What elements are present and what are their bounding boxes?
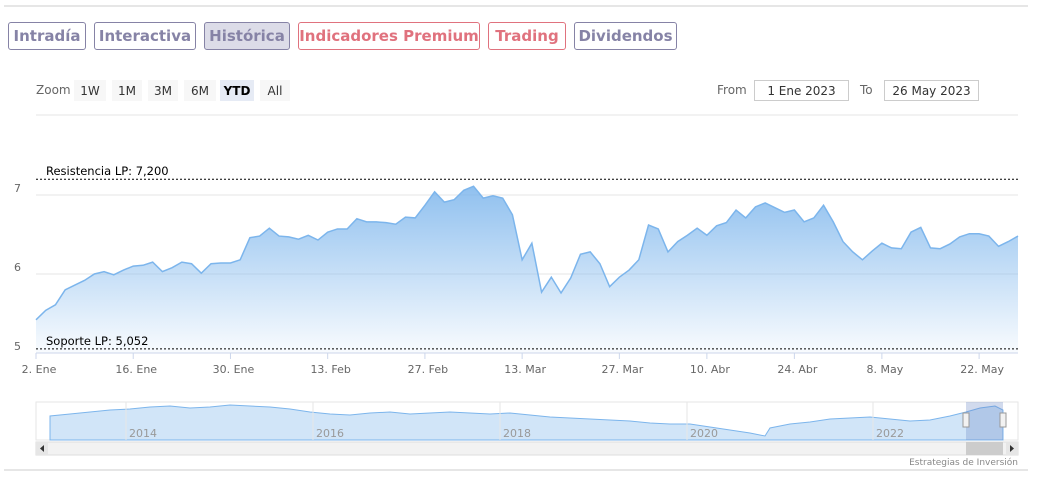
from-input[interactable]: 1 Ene 2023 [754,80,849,101]
y-tick-label: 5 [14,340,21,353]
price-line [35,185,1019,321]
zoom-button[interactable]: 6M [184,80,216,101]
x-tick-label: 10. Abr [690,363,730,376]
tab[interactable]: Indicadores Premium [298,22,480,50]
tab[interactable]: Intradía [8,22,86,50]
tab[interactable]: Dividendos [574,22,677,50]
credit: Estrategias de Inversión [909,457,1018,468]
navigator-label: 2022 [876,427,904,440]
zoom-button[interactable]: YTD [220,80,254,101]
x-tick-label: 13. Mar [504,363,546,376]
arrow-right [1010,445,1014,452]
tab[interactable]: Trading [488,22,566,50]
y-tick-label: 7 [14,182,21,195]
x-tick-label: 30. Ene [213,363,255,376]
zoom-label: Zoom [36,83,71,97]
navigator-label: 2016 [316,427,344,440]
x-tick-label: 24. Abr [777,363,817,376]
zoom-button[interactable]: 1W [74,80,106,101]
plot-area: 5 6 7 Resistencia LP: 7,200 Soporte LP: 5,05… [14,164,1019,376]
zoom-button[interactable]: 3M [148,80,178,101]
to-input[interactable]: 26 May 2023 [884,80,979,101]
x-tick-label: 8. May [867,363,904,376]
y-tick-label: 6 [14,261,21,274]
plot-line-label: Resistencia LP: 7,200 [46,164,169,178]
navigator-frame [35,401,1019,441]
tab[interactable]: Interactiva [94,22,196,50]
navigator-label: 2014 [129,427,157,440]
navigator: 2014 2016 2018 2020 2022 [35,401,1019,456]
navigator-handle[interactable] [999,412,1007,428]
navigator-label: 2018 [503,427,531,440]
from-label: From [717,83,747,97]
x-tick-label: 13. Feb [310,363,350,376]
tab[interactable]: Histórica [204,22,290,50]
navigator-handle[interactable] [962,412,970,428]
x-tick-label: 27. Feb [408,363,448,376]
navigator-selection[interactable] [966,402,1003,440]
x-tick-label: 22. May [960,363,1004,376]
zoom-button[interactable]: 1M [112,80,142,101]
zoom-button[interactable]: All [260,80,290,101]
arrow-left [40,445,44,452]
scrollbar-track [35,441,1019,456]
plot-line-label: Soporte LP: 5,052 [46,334,148,348]
navigator-series [49,404,1004,441]
navigator-label: 2020 [690,427,718,440]
scrollbar-thumb[interactable] [966,442,1003,455]
x-tick-label: 2. Ene [22,363,57,376]
to-label: To [860,83,873,97]
area-fill [36,186,1018,353]
x-tick-label: 27. Mar [601,363,643,376]
x-tick-label: 16. Ene [115,363,157,376]
